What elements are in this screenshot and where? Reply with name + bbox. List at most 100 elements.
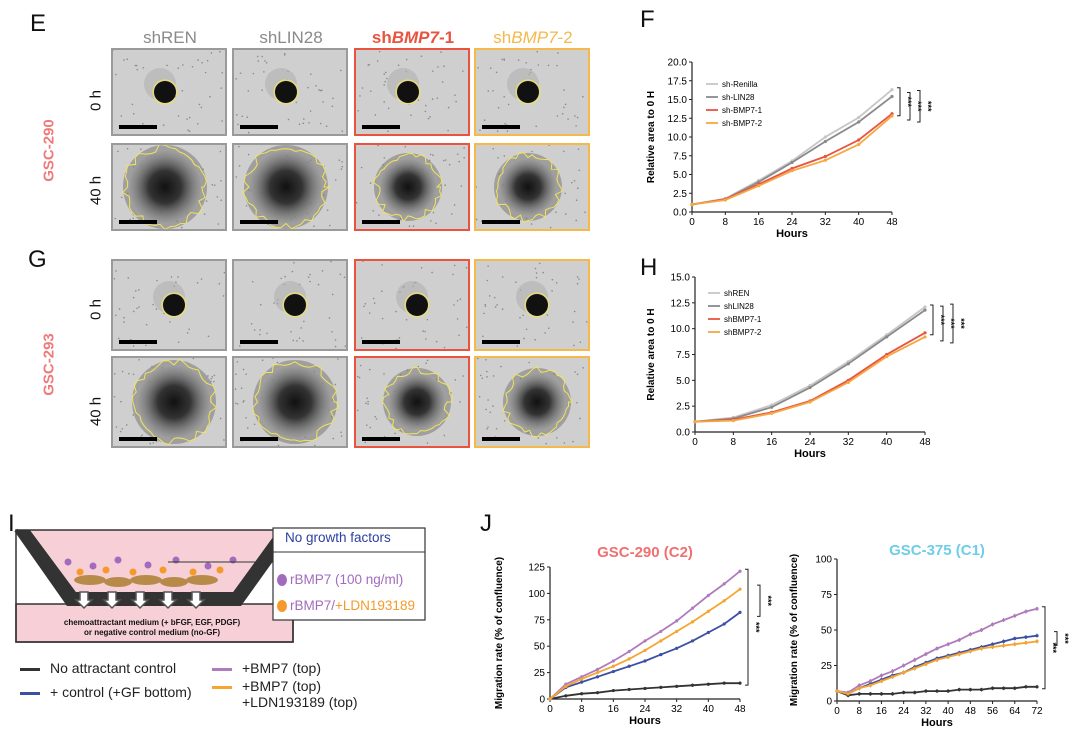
y-tick-label: 2.5 <box>673 189 687 200</box>
x-tick-label: 40 <box>881 437 893 448</box>
data-point <box>990 645 995 649</box>
legend-swatch <box>20 692 40 695</box>
data-point <box>611 664 615 668</box>
data-point <box>902 690 906 695</box>
x-tick-label: 64 <box>1009 706 1021 717</box>
series-line <box>694 332 926 423</box>
data-point <box>890 94 894 99</box>
legend-label-2: +LDN193189 (top) <box>242 694 358 710</box>
column-header-prefix: sh <box>371 28 392 47</box>
data-point <box>835 689 839 693</box>
data-point <box>627 664 631 668</box>
legend-ldn-part: +LDN193189 <box>335 598 415 613</box>
series-line <box>694 336 926 423</box>
x-tick-label: 8 <box>856 706 862 717</box>
y-tick-label: 125 <box>528 563 545 574</box>
micrograph-tile <box>232 356 348 448</box>
panel-letter-i: I <box>8 510 15 537</box>
data-point <box>706 682 710 686</box>
data-point <box>770 411 774 415</box>
legend-label: shLIN28 <box>724 302 754 311</box>
y-tick-label: 5.0 <box>673 170 687 181</box>
x-tick-label: 32 <box>920 706 932 717</box>
medium-line-2: or negative control medium (no-GF) <box>83 628 220 637</box>
x-tick-label: 16 <box>753 217 765 228</box>
significance-bracket <box>897 87 901 117</box>
data-point <box>946 689 950 693</box>
micrograph-tile <box>354 48 470 136</box>
data-point <box>879 692 884 696</box>
series-legend-item: +BMP7 (top) +LDN193189 (top) <box>212 678 358 710</box>
data-point <box>979 688 984 692</box>
data-point <box>913 690 917 695</box>
x-axis-label: Hours <box>629 715 661 727</box>
y-tick-label: 0.0 <box>676 428 690 439</box>
data-point <box>823 158 827 162</box>
x-tick-label: 8 <box>731 437 737 448</box>
legend-label: shREN <box>724 289 750 298</box>
data-point <box>706 609 710 613</box>
data-point <box>595 675 600 679</box>
data-point <box>990 642 995 646</box>
diagram-legend-box <box>272 527 426 621</box>
data-point <box>690 683 695 687</box>
rbmp7-legend-dot <box>277 574 287 586</box>
data-point <box>693 420 697 424</box>
legend-label: No attractant control <box>50 660 177 676</box>
x-tick-label: 56 <box>987 706 999 717</box>
data-point <box>885 354 889 359</box>
micrograph-tile <box>111 356 227 448</box>
data-point <box>868 692 872 696</box>
significance-bracket <box>917 90 921 123</box>
data-point <box>627 649 631 654</box>
data-point <box>990 686 995 690</box>
column-header-gene: BMP7 <box>511 28 558 47</box>
data-point <box>722 599 726 603</box>
data-point <box>790 160 794 165</box>
data-point <box>595 667 600 672</box>
x-axis-label: Hours <box>921 717 953 729</box>
data-point <box>857 115 861 120</box>
micrograph-tile <box>474 48 590 136</box>
data-point <box>1002 618 1006 622</box>
data-point <box>890 669 895 673</box>
data-point <box>706 630 710 635</box>
series-legend-item: No attractant control <box>20 660 176 676</box>
legend-label: sh-Renilla <box>722 80 758 89</box>
data-point <box>564 684 568 688</box>
x-axis-label: Hours <box>794 448 826 460</box>
significance-label: *** <box>946 318 956 329</box>
data-point <box>731 419 735 423</box>
x-tick-label: 32 <box>820 217 832 228</box>
chart-title: GSC-375 (C1) <box>889 542 985 559</box>
data-point <box>913 658 917 662</box>
y-tick-label: 5.0 <box>676 376 690 387</box>
micrograph-tile <box>111 48 227 136</box>
data-point <box>968 688 972 692</box>
x-tick-label: 16 <box>876 706 888 717</box>
data-point <box>1013 686 1017 690</box>
micrograph-tile <box>111 143 227 231</box>
significance-label: *** <box>936 315 946 326</box>
data-point <box>924 652 928 656</box>
chart-title: GSC-290 (C2) <box>597 544 693 561</box>
data-point <box>957 638 961 642</box>
legend-label: sh-LIN28 <box>722 93 755 102</box>
y-tick-label: 7.5 <box>673 151 687 162</box>
micrograph-tile <box>354 356 470 448</box>
data-point <box>923 335 927 339</box>
micrograph-tile <box>474 356 590 448</box>
data-point <box>979 628 984 632</box>
data-point <box>675 646 679 650</box>
cells-on-membrane <box>74 575 218 587</box>
y-tick-label: 17.5 <box>668 76 688 87</box>
column-header-prefix: sh <box>493 28 512 47</box>
data-point <box>722 681 726 685</box>
series-line <box>549 682 740 700</box>
x-tick-label: 0 <box>547 704 553 715</box>
x-tick-label: 24 <box>898 706 910 717</box>
y-tick-label: 0 <box>826 697 832 708</box>
data-point <box>580 680 584 684</box>
data-point <box>968 649 972 653</box>
y-tick-label: 10.0 <box>668 133 688 144</box>
